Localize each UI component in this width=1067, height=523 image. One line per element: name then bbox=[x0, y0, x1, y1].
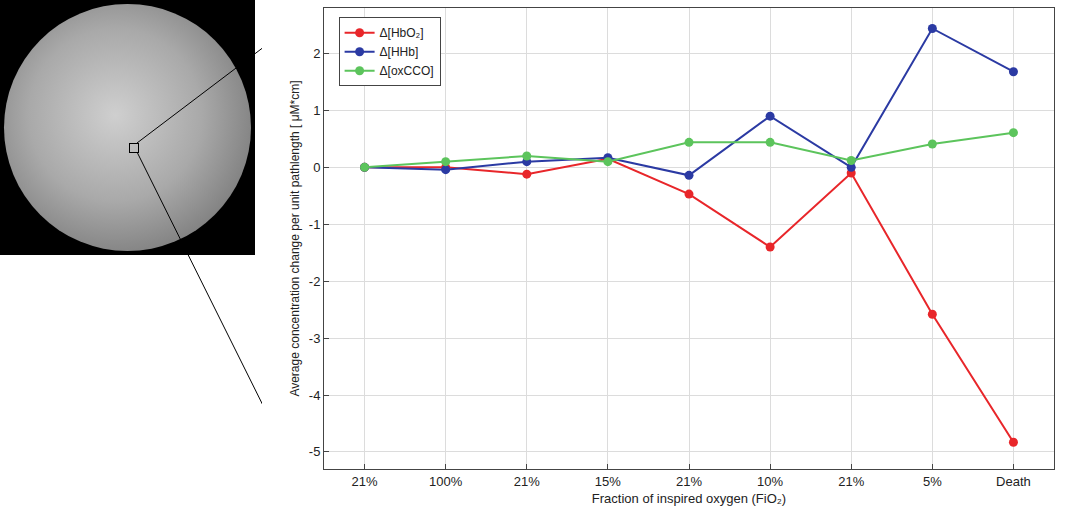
svg-text:15%: 15% bbox=[595, 474, 621, 489]
svg-text:-3: -3 bbox=[309, 331, 321, 346]
svg-text:-4: -4 bbox=[309, 388, 321, 403]
svg-text:1: 1 bbox=[313, 103, 320, 118]
svg-text:21%: 21% bbox=[352, 474, 378, 489]
svg-text:21%: 21% bbox=[676, 474, 702, 489]
svg-text:Δ[HbO₂]: Δ[HbO₂] bbox=[380, 26, 424, 40]
svg-text:5%: 5% bbox=[923, 474, 942, 489]
svg-text:-2: -2 bbox=[309, 274, 321, 289]
svg-text:100%: 100% bbox=[429, 474, 463, 489]
svg-text:21%: 21% bbox=[514, 474, 540, 489]
svg-text:2: 2 bbox=[313, 46, 320, 61]
svg-text:21%: 21% bbox=[838, 474, 864, 489]
svg-text:Death: Death bbox=[996, 474, 1031, 489]
svg-text:Fraction of inspired oxygen (F: Fraction of inspired oxygen (FiO₂) bbox=[592, 491, 786, 506]
svg-text:Δ[oxCCO]: Δ[oxCCO] bbox=[380, 64, 434, 78]
svg-text:0: 0 bbox=[313, 160, 320, 175]
svg-text:-1: -1 bbox=[309, 217, 321, 232]
svg-text:-5: -5 bbox=[309, 444, 321, 459]
svg-text:Δ[HHb]: Δ[HHb] bbox=[380, 45, 419, 59]
svg-text:10%: 10% bbox=[757, 474, 783, 489]
svg-text:Average concentration change p: Average concentration change per unit pa… bbox=[288, 80, 302, 396]
